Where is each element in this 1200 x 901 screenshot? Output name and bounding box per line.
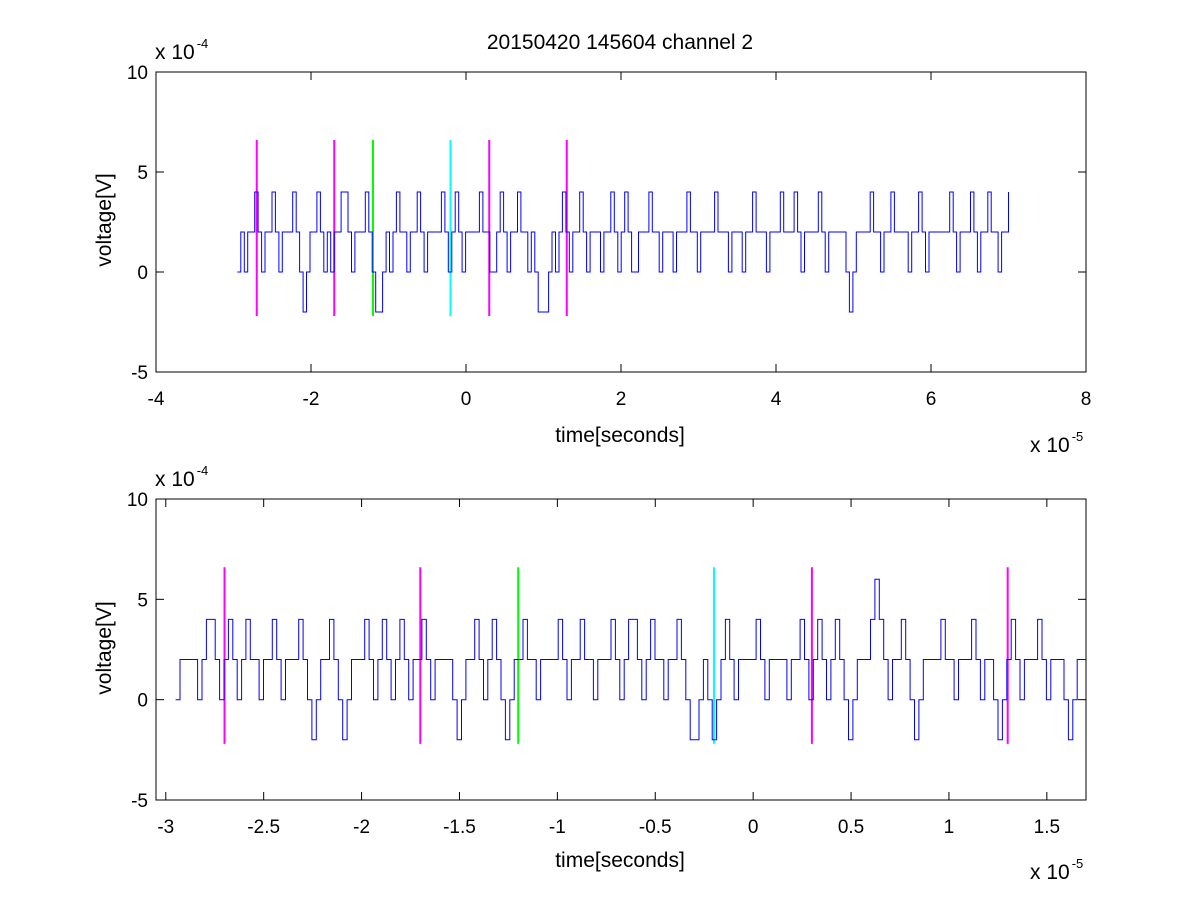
- subplot-top-y-multiplier-base: x 10: [155, 41, 195, 64]
- subplot-top-yticks: -5 0 5 10: [127, 63, 1086, 384]
- subplot-bottom-xlabel: time[seconds]: [555, 849, 685, 872]
- subplot-top-x-multiplier-exp: -5: [1072, 429, 1084, 444]
- subplot-bottom-x-multiplier-base: x 10: [1030, 861, 1070, 884]
- subplot-top-y-multiplier-exp: -4: [197, 36, 209, 51]
- xtick-label: 8: [1081, 389, 1092, 410]
- subplot-bottom-xticks: -3 -2.5 -2 -1.5 -1 -0.5 0 0.5 1 1.5: [157, 499, 1060, 838]
- subplot-top-axes-box: [155, 71, 1087, 373]
- subplot-bottom-yticks: -5 0 5 10: [127, 490, 1086, 812]
- xtick-label: -1.5: [443, 817, 476, 838]
- subplot-bottom-y-multiplier: x 10 -4: [155, 463, 208, 491]
- xtick-label: -2.5: [247, 817, 280, 838]
- ytick-label: 10: [127, 63, 148, 84]
- subplot-bottom-markers: [223, 567, 1009, 744]
- xtick-label: -0.5: [639, 817, 672, 838]
- xtick-label: 1: [944, 817, 955, 838]
- ytick-label: 5: [137, 163, 148, 184]
- subplot-top-series-line: [237, 191, 1009, 313]
- xtick-label: 4: [771, 389, 782, 410]
- subplot-bottom-y-multiplier-exp: -4: [197, 463, 209, 478]
- xtick-label: 6: [926, 389, 937, 410]
- xtick-label: -3: [157, 817, 174, 838]
- xtick-label: -1: [549, 817, 566, 838]
- subplot-bottom-axes-box: [155, 498, 1087, 801]
- subplot-top-y-multiplier: x 10 -4: [155, 36, 208, 64]
- subplot-top-ylabel: voltage[V]: [93, 173, 116, 266]
- xtick-label: 0: [461, 389, 472, 410]
- subplot-top: -4 -2 0 2 4 6 8 -5 0 5 10 time[seconds] voltage[V…: [93, 36, 1091, 457]
- subplot-bottom-y-multiplier-base: x 10: [155, 468, 195, 491]
- xtick-label: -2: [303, 389, 320, 410]
- xtick-label: 2: [616, 389, 627, 410]
- xtick-label: 0.5: [838, 817, 864, 838]
- figure-title: 20150420 145604 channel 2: [487, 31, 753, 54]
- xtick-label: 0: [748, 817, 759, 838]
- subplot-bottom-x-multiplier-exp: -5: [1072, 856, 1084, 871]
- subplot-bottom-x-multiplier: x 10 -5: [1030, 856, 1083, 884]
- subplot-bottom: -3 -2.5 -2 -1.5 -1 -0.5 0 0.5 1 1.5 -5 0 5 10 time[s…: [93, 463, 1087, 884]
- ytick-label: -5: [131, 363, 148, 384]
- subplot-top-x-multiplier-base: x 10: [1030, 434, 1070, 457]
- ytick-label: 10: [127, 490, 148, 511]
- ytick-label: 0: [137, 691, 148, 712]
- xtick-label: -2: [353, 817, 370, 838]
- ytick-label: 0: [137, 263, 148, 284]
- xtick-label: 1.5: [1034, 817, 1060, 838]
- subplot-top-xticks: -4 -2 0 2 4 6 8: [148, 72, 1092, 410]
- subplot-bottom-series-line: [175, 578, 1086, 741]
- ytick-label: -5: [131, 791, 148, 812]
- subplot-bottom-ylabel: voltage[V]: [93, 601, 116, 694]
- subplot-top-xlabel: time[seconds]: [555, 424, 685, 447]
- subplot-top-markers: [255, 140, 568, 316]
- subplot-top-x-multiplier: x 10 -5: [1030, 429, 1083, 457]
- ytick-label: 5: [137, 590, 148, 611]
- xtick-label: -4: [148, 389, 165, 410]
